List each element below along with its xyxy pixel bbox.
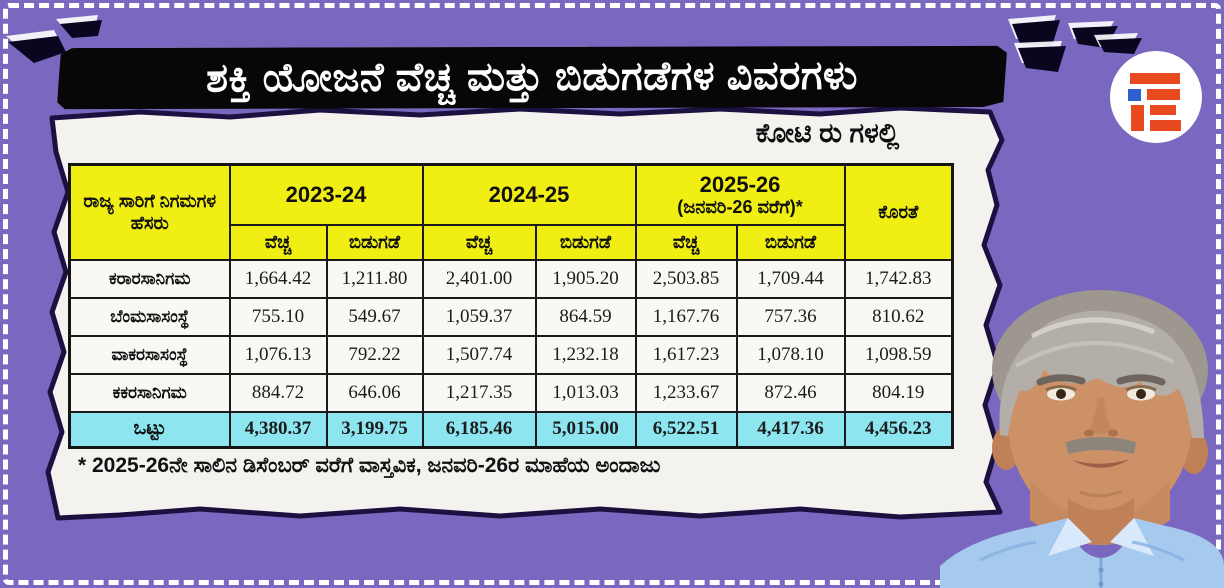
cell-value: 1,078.10 — [735, 334, 846, 375]
ie-logo-icon — [1128, 73, 1181, 131]
total-value: 6,185.46 — [421, 410, 537, 449]
cell-value: 864.59 — [534, 296, 637, 337]
cell-value: 646.06 — [325, 372, 424, 413]
header-year-2023-24: 2023-24 — [228, 163, 424, 226]
row-name-ksrtc: ಕರಾರಸಾನಿಗಮ — [68, 258, 231, 299]
cell-value: 1,664.42 — [228, 258, 328, 299]
table-row: ವಾಕರಸಾಸಂಸ್ಥೆ 1,076.13 792.22 1,507.74 1,… — [68, 334, 954, 375]
cell-value: 1,709.44 — [735, 258, 846, 299]
cell-value: 1,233.67 — [634, 372, 738, 413]
cell-value: 1,742.83 — [843, 258, 954, 299]
cell-value: 1,059.37 — [421, 296, 537, 337]
footnote: * 2025-26ನೇ ಸಾಲಿನ ಡಿಸೆಂಬರ್ ವರೆಗೆ ವಾಸ್ತವಿ… — [78, 454, 661, 477]
cell-value: 872.46 — [735, 372, 846, 413]
header-corporation-name: ರಾಜ್ಯ ಸಾರಿಗೆ ನಿಗಮಗಳ ಹೆಸರು — [68, 163, 231, 261]
cell-value: 1,076.13 — [228, 334, 328, 375]
cell-value: 2,401.00 — [421, 258, 537, 299]
header-deficit: ಕೊರತೆ — [843, 163, 954, 261]
cell-value: 755.10 — [228, 296, 328, 337]
cell-value: 804.19 — [843, 372, 954, 413]
minister-photo — [940, 290, 1224, 588]
table-row: ಕರಾರಸಾನಿಗಮ 1,664.42 1,211.80 2,401.00 1,… — [68, 258, 954, 299]
row-name-bmtc: ಬೆಂಮಸಾಸಂಸ್ಥೆ — [68, 296, 231, 337]
header-release-3: ಬಿಡುಗಡೆ — [735, 223, 846, 261]
total-label: ಒಟ್ಟು — [68, 410, 231, 449]
shard-icon — [6, 15, 1142, 72]
cell-value: 792.22 — [325, 334, 424, 375]
cell-value: 1,013.03 — [534, 372, 637, 413]
header-expenditure-2: ವೆಚ್ಚ — [421, 223, 537, 261]
hair — [999, 310, 1204, 438]
cell-value: 810.62 — [843, 296, 954, 337]
header-release-1: ಬಿಡುಗಡೆ — [325, 223, 424, 261]
cell-value: 1,507.74 — [421, 334, 537, 375]
page-title: ಶಕ್ತಿ ಯೋಜನೆ ವೆಚ್ಚ ಮತ್ತು ಬಿಡುಗಡೆಗಳ ವಿವರಗಳ… — [205, 53, 858, 101]
header-expenditure-1: ವೆಚ್ಚ — [228, 223, 328, 261]
portrait-illustration — [940, 290, 1224, 588]
table-total-row: ಒಟ್ಟು 4,380.37 3,199.75 6,185.46 5,015.0… — [68, 410, 954, 449]
total-value: 4,380.37 — [228, 410, 328, 449]
table-row: ಬೆಂಮಸಾಸಂಸ್ಥೆ 755.10 549.67 1,059.37 864.… — [68, 296, 954, 337]
expenditure-table: ರಾಜ್ಯ ಸಾರಿಗೆ ನಿಗಮಗಳ ಹೆಸರು 2023-24 2024-2… — [68, 163, 954, 449]
total-value: 5,015.00 — [534, 410, 637, 449]
row-name-nwkrtc: ವಾಕರಸಾಸಂಸ್ಥೆ — [68, 334, 231, 375]
cell-value: 1,617.23 — [634, 334, 738, 375]
header-expenditure-3: ವೆಚ್ಚ — [634, 223, 738, 261]
cell-value: 1,217.35 — [421, 372, 537, 413]
total-value: 3,199.75 — [325, 410, 424, 449]
cell-value: 1,098.59 — [843, 334, 954, 375]
total-value: 6,522.51 — [634, 410, 738, 449]
cell-value: 1,167.76 — [634, 296, 738, 337]
cell-value: 1,905.20 — [534, 258, 637, 299]
total-value: 4,456.23 — [843, 410, 954, 449]
table-header-row-years: ರಾಜ್ಯ ಸಾರಿಗೆ ನಿಗಮಗಳ ಹೆಸರು 2023-24 2024-2… — [68, 163, 954, 261]
publisher-logo — [1110, 51, 1202, 143]
header-release-2: ಬಿಡುಗಡೆ — [534, 223, 637, 261]
header-year-2024-25: 2024-25 — [421, 163, 637, 226]
unit-label: ಕೋಟಿ ರು ಗಳಲ್ಲಿ — [755, 118, 900, 148]
cell-value: 2,503.85 — [634, 258, 738, 299]
row-name-kkrtc: ಕಕರಸಾನಿಗಮ — [68, 372, 231, 413]
cell-value: 1,211.80 — [325, 258, 424, 299]
total-value: 4,417.36 — [735, 410, 846, 449]
shirt — [940, 518, 1224, 588]
cell-value: 549.67 — [325, 296, 424, 337]
table-row: ಕಕರಸಾನಿಗಮ 884.72 646.06 1,217.35 1,013.0… — [68, 372, 954, 413]
cell-value: 1,232.18 — [534, 334, 637, 375]
title-banner: ಶಕ್ತಿ ಯೋಜನೆ ವೆಚ್ಚ ಮತ್ತು ಬಿಡುಗಡೆಗಳ ವಿವರಗಳ… — [57, 44, 1007, 111]
cell-value: 884.72 — [228, 372, 328, 413]
cell-value: 757.36 — [735, 296, 846, 337]
table-header-row-subcolumns: ವೆಚ್ಚ ಬಿಡುಗಡೆ ವೆಚ್ಚ ಬಿಡುಗಡೆ ವೆಚ್ಚ ಬಿಡುಗಡ… — [70, 223, 953, 261]
header-year-2025-26: 2025-26 (ಜನವರಿ-26 ವರೆಗೆ)* — [634, 163, 846, 226]
